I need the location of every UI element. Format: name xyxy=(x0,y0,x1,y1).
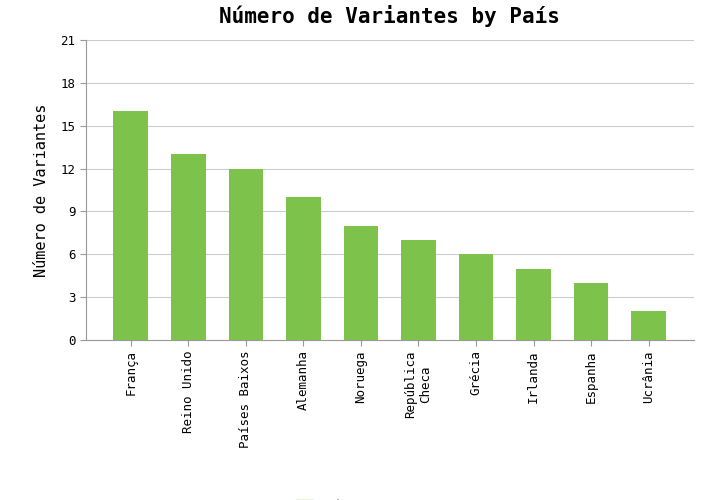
Y-axis label: Número de Variantes: Número de Variantes xyxy=(34,104,49,277)
Bar xyxy=(574,283,608,340)
Legend: Número de Variantes: Número de Variantes xyxy=(291,494,488,500)
Bar xyxy=(344,226,378,340)
Bar xyxy=(516,268,551,340)
Bar xyxy=(229,168,263,340)
Bar xyxy=(631,312,666,340)
Bar xyxy=(459,254,493,340)
Bar xyxy=(114,112,148,340)
Bar xyxy=(171,154,205,340)
Bar xyxy=(401,240,435,340)
Title: Número de Variantes by País: Número de Variantes by País xyxy=(220,6,560,28)
Bar xyxy=(286,197,320,340)
